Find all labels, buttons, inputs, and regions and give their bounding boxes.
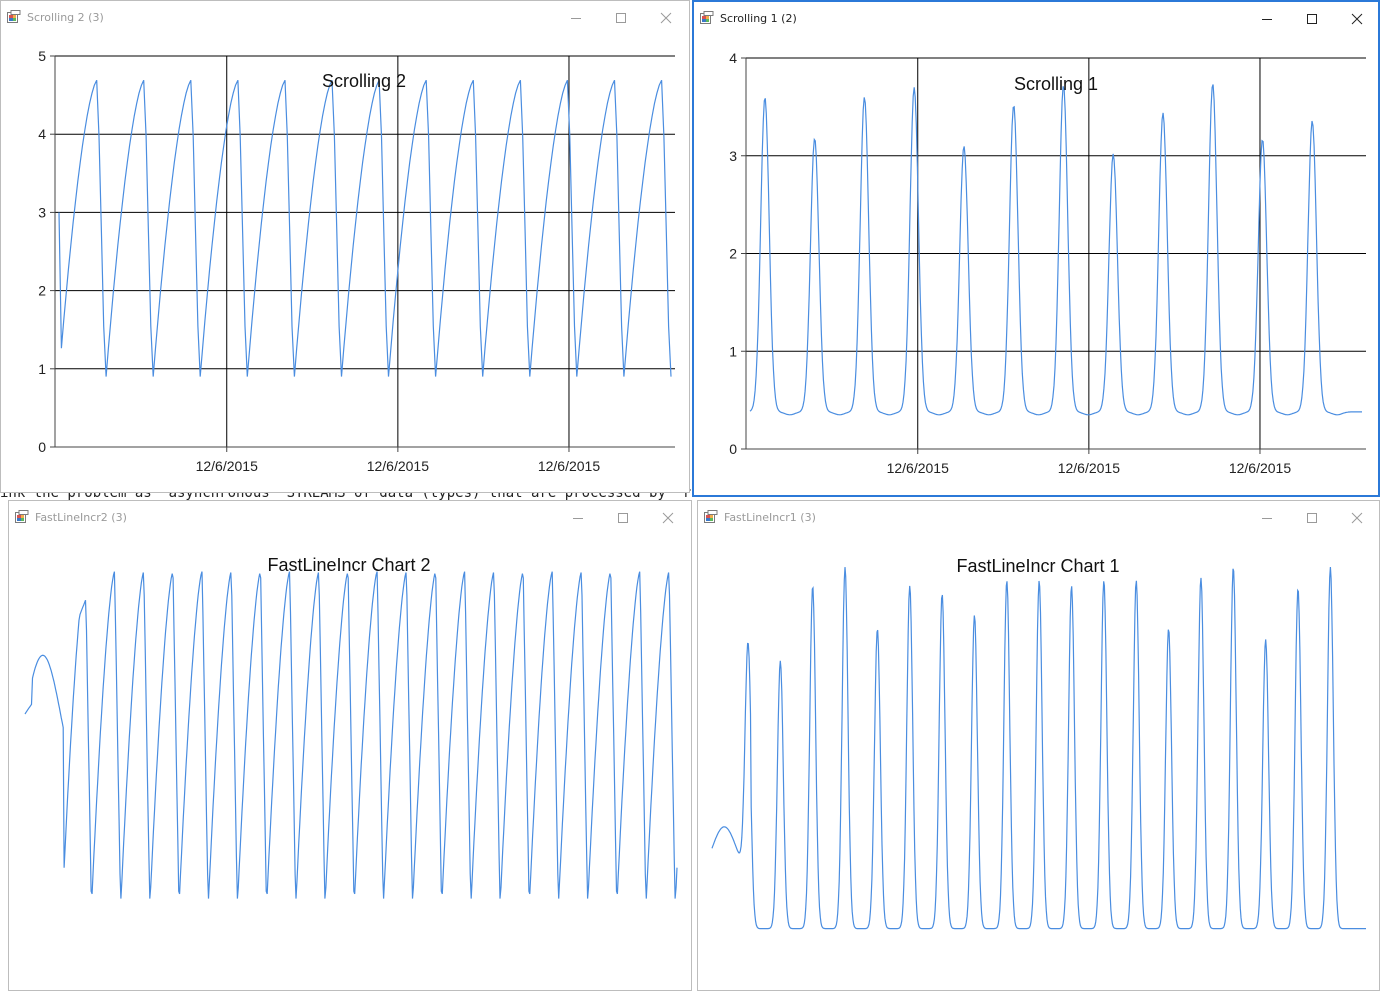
minimize-icon — [573, 518, 583, 519]
minimize-button[interactable] — [1244, 504, 1290, 532]
y-tick-label: 4 — [38, 126, 46, 142]
close-button[interactable] — [1334, 504, 1379, 532]
close-icon — [662, 512, 674, 524]
series-line — [58, 79, 672, 377]
x-tick-label: 12/6/2015 — [538, 458, 600, 474]
x-tick-label: 12/6/2015 — [196, 458, 258, 474]
minimize-button[interactable] — [555, 504, 601, 532]
minimize-icon — [1262, 19, 1272, 20]
window-fastlineincr-2[interactable]: FastLineIncr2 (3) FastLineIncr Chart 2 — [8, 500, 692, 991]
chart-title: FastLineIncr Chart 1 — [956, 556, 1119, 576]
maximize-icon — [1307, 513, 1317, 523]
app-icon — [704, 510, 718, 523]
title-bar[interactable]: FastLineIncr2 (3) — [9, 501, 691, 535]
chart-title: Scrolling 1 — [1014, 74, 1098, 94]
x-tick-label: 12/6/2015 — [367, 458, 429, 474]
y-tick-label: 4 — [729, 50, 737, 66]
chart-title: FastLineIncr Chart 2 — [267, 555, 430, 575]
y-tick-label: 5 — [38, 48, 46, 64]
minimize-icon — [1262, 518, 1272, 519]
title-bar[interactable]: Scrolling 1 (2) — [694, 2, 1378, 36]
window-title: FastLineIncr2 (3) — [35, 511, 127, 524]
series-line — [749, 84, 1362, 416]
window-title: Scrolling 1 (2) — [720, 12, 797, 25]
close-button[interactable] — [1334, 5, 1378, 33]
y-tick-label: 0 — [38, 439, 46, 455]
x-tick-label: 12/6/2015 — [1229, 460, 1291, 476]
maximize-icon — [618, 513, 628, 523]
maximize-icon — [1307, 14, 1317, 24]
close-icon — [1351, 512, 1363, 524]
series-line — [24, 571, 678, 899]
app-icon — [15, 510, 29, 523]
close-button[interactable] — [645, 504, 691, 532]
maximize-button[interactable] — [600, 504, 646, 532]
y-tick-label: 1 — [729, 343, 737, 359]
window-title: FastLineIncr1 (3) — [724, 511, 816, 524]
series-line — [711, 566, 1366, 930]
title-bar[interactable]: FastLineIncr1 (3) — [698, 501, 1379, 535]
app-icon — [700, 11, 714, 24]
app-icon — [7, 10, 21, 23]
window-fastlineincr-1[interactable]: FastLineIncr1 (3) FastLineIncr Chart 1 — [697, 500, 1380, 991]
y-tick-label: 3 — [38, 204, 46, 220]
window-scrolling-2[interactable]: Scrolling 2 (3) 0 1 2 3 4 5 12/6/2015 12/6/2015… — [0, 0, 690, 493]
maximize-button[interactable] — [1289, 504, 1335, 532]
close-icon — [660, 12, 672, 24]
y-tick-label: 2 — [38, 283, 46, 299]
window-scrolling-1[interactable]: Scrolling 1 (2) 0 1 2 3 4 12/6/2015 12/6/2015 1… — [692, 0, 1380, 497]
maximize-button[interactable] — [1289, 5, 1335, 33]
x-tick-label: 12/6/2015 — [1058, 460, 1120, 476]
minimize-button[interactable] — [553, 4, 599, 32]
window-title: Scrolling 2 (3) — [27, 11, 104, 24]
x-tick-label: 12/6/2015 — [887, 460, 949, 476]
scrolling-2-chart: 0 1 2 3 4 5 12/6/2015 12/6/2015 12/6/2015 Scrolli… — [38, 48, 675, 474]
y-tick-label: 1 — [38, 361, 46, 377]
title-bar[interactable]: Scrolling 2 (3) — [1, 1, 689, 35]
close-icon — [1351, 13, 1363, 25]
maximize-button[interactable] — [598, 4, 644, 32]
y-tick-label: 2 — [729, 246, 737, 262]
y-tick-label: 0 — [729, 441, 737, 457]
minimize-button[interactable] — [1244, 5, 1290, 33]
chart-title: Scrolling 2 — [322, 71, 406, 91]
fastlineincr-1-chart: FastLineIncr Chart 1 — [711, 556, 1366, 930]
scrolling-1-chart: 0 1 2 3 4 12/6/2015 12/6/2015 12/6/2015 Scrollin… — [729, 50, 1366, 476]
maximize-icon — [616, 13, 626, 23]
fastlineincr-2-chart: FastLineIncr Chart 2 — [24, 555, 678, 899]
minimize-icon — [571, 18, 581, 19]
close-button[interactable] — [643, 4, 689, 32]
y-tick-label: 3 — [729, 148, 737, 164]
